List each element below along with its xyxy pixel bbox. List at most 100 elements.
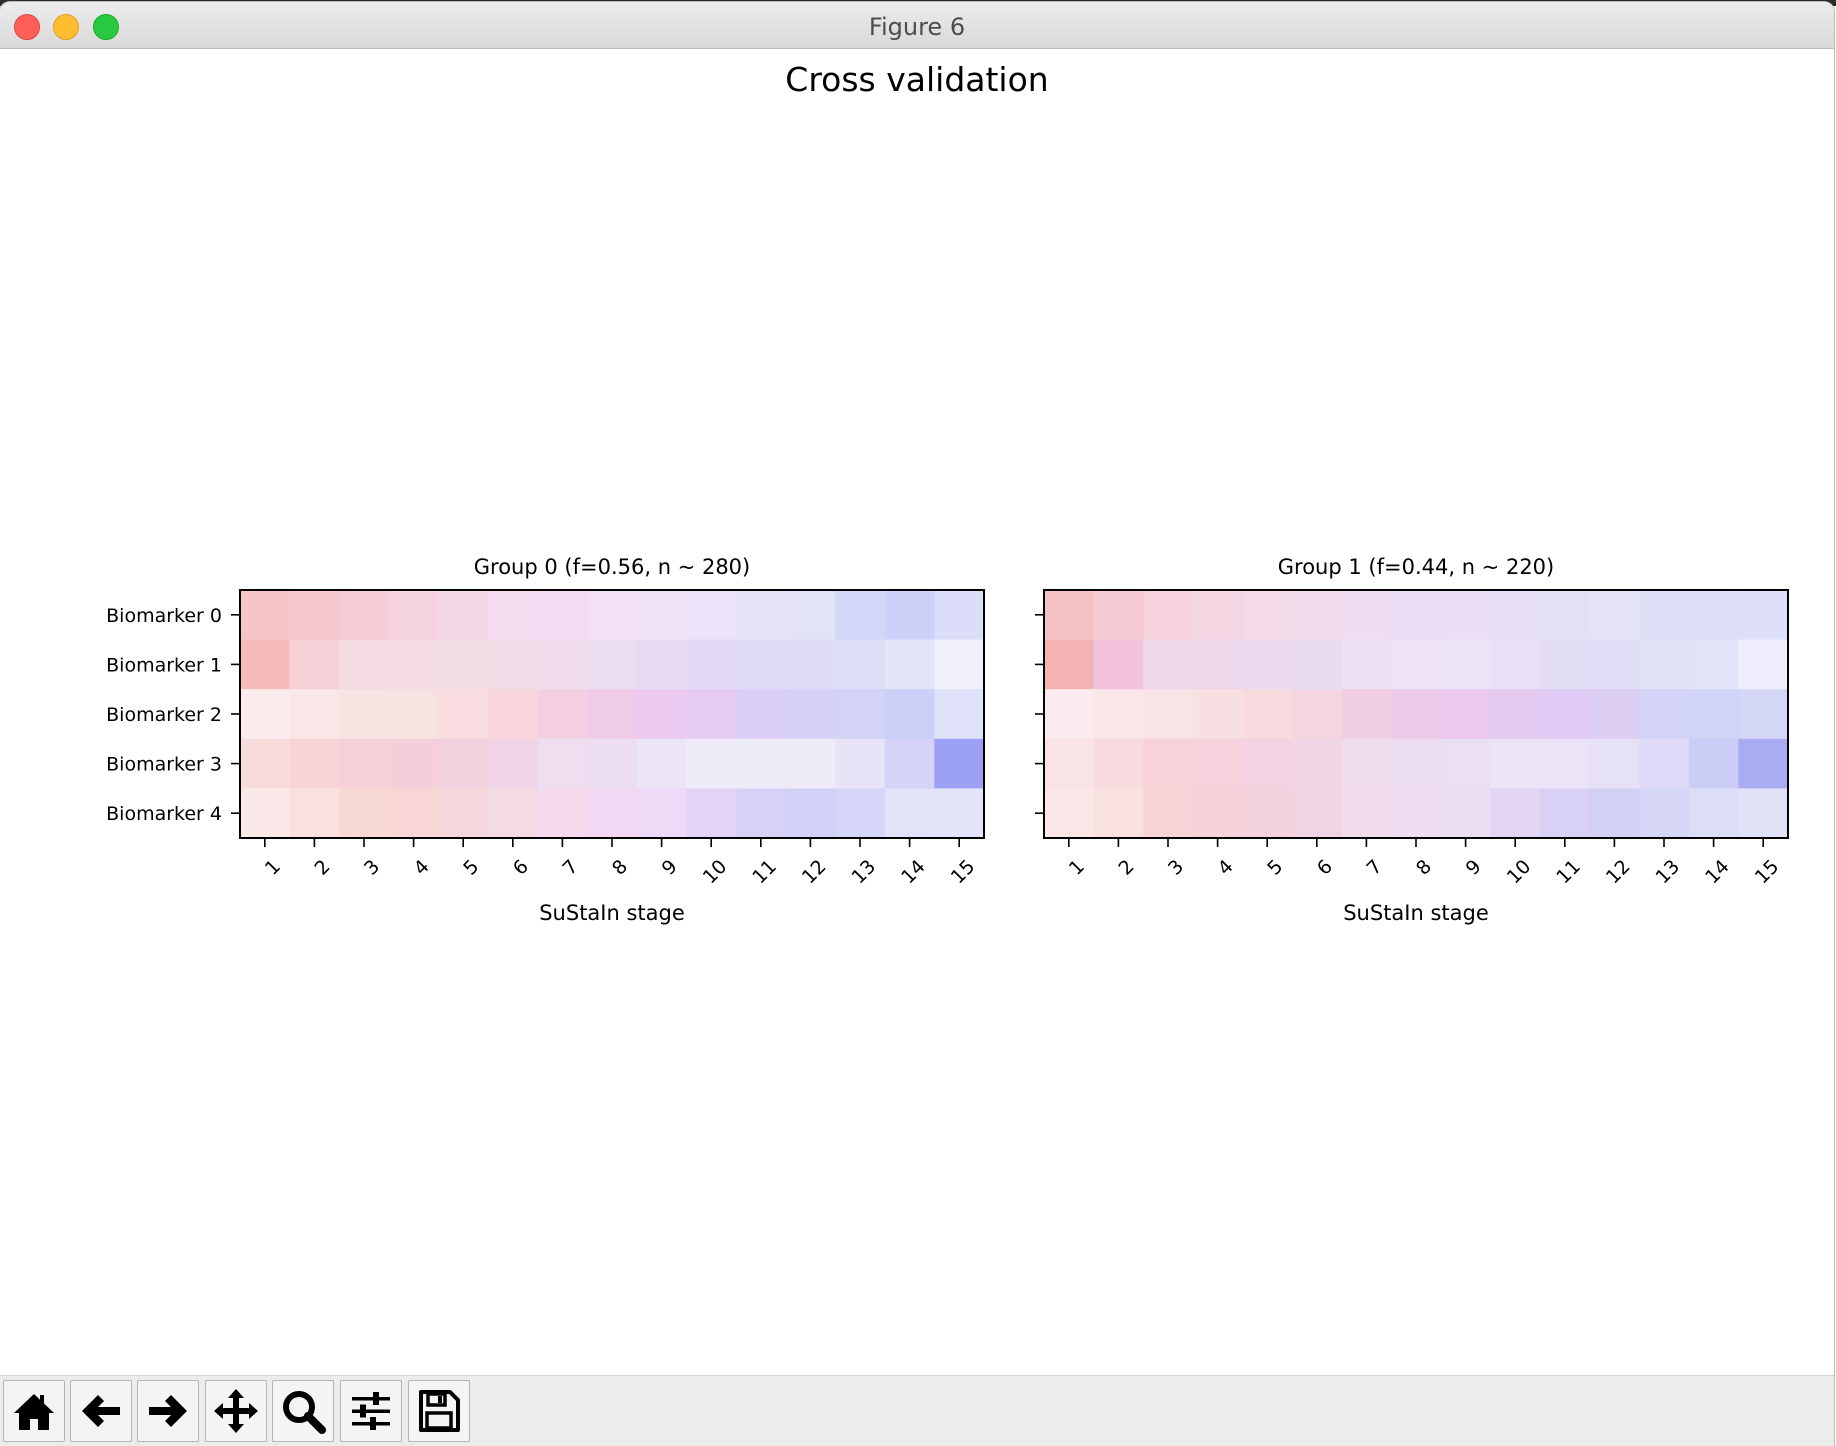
heatmap-cell	[1589, 639, 1640, 690]
heatmap-cell	[1738, 738, 1789, 789]
title-bar[interactable]: Figure 6	[0, 2, 1834, 49]
heatmap-cell	[537, 689, 588, 740]
heatmap-cell	[1044, 590, 1095, 641]
heatmap-cell	[339, 590, 390, 641]
heatmap-cell	[636, 639, 687, 690]
x-tick-label: 7	[1362, 856, 1386, 880]
heatmap-cell	[884, 738, 935, 789]
heatmap-cell	[1540, 689, 1591, 740]
heatmap-cell	[1192, 590, 1243, 641]
heatmap-cell	[1540, 738, 1591, 789]
x-tick-label: 4	[410, 856, 434, 880]
heatmap-cell	[1292, 738, 1343, 789]
home-button[interactable]	[3, 1380, 65, 1442]
back-button[interactable]	[70, 1380, 132, 1442]
x-tick-label: 9	[1462, 856, 1486, 880]
heatmap-cell	[537, 639, 588, 690]
heatmap-cell	[884, 788, 935, 839]
heatmap-cell	[240, 639, 291, 690]
heatmap-cell	[1639, 639, 1690, 690]
heatmap-cell	[1490, 788, 1541, 839]
heatmap-cell	[934, 689, 985, 740]
heatmap-cell	[587, 590, 638, 641]
heatmap-cell	[736, 738, 787, 789]
heatmap-cell	[339, 788, 390, 839]
pan-button[interactable]	[205, 1380, 267, 1442]
heatmap-cell	[686, 639, 737, 690]
heatmap-cell	[438, 738, 489, 789]
heatmap-cell	[686, 738, 737, 789]
heatmap-panel-0: Group 0 (f=0.56, n ~ 280) Biomarker 0 Biom…	[106, 555, 985, 925]
window-title: Figure 6	[868, 13, 966, 41]
heatmap-cell	[388, 590, 439, 641]
heatmap-cell	[1044, 689, 1095, 740]
heatmap-cell	[587, 788, 638, 839]
heatmap-cell	[736, 590, 787, 641]
minimize-window-button[interactable]	[53, 14, 79, 40]
save-button[interactable]	[408, 1380, 470, 1442]
heatmap-cell	[736, 689, 787, 740]
heatmap-cell	[1192, 639, 1243, 690]
x-tick-label: 7	[558, 856, 582, 880]
heatmap-cell	[1688, 590, 1739, 641]
heatmap-cell	[934, 590, 985, 641]
heatmap-cell	[537, 738, 588, 789]
heatmap-cell	[438, 639, 489, 690]
heatmap-cell	[1440, 689, 1491, 740]
subplots: Group 0 (f=0.56, n ~ 280) Biomarker 0 Biom…	[106, 555, 1789, 925]
heatmap-cell	[1143, 639, 1194, 690]
x-tick-label: 2	[310, 856, 334, 880]
x-tick-label: 1	[261, 856, 285, 880]
heatmap-cell	[289, 689, 340, 740]
x-tick-label: 10	[1503, 856, 1536, 889]
x-tick-label: 6	[1313, 856, 1337, 880]
heatmap-cell	[1589, 788, 1640, 839]
heatmap-cell	[636, 590, 687, 641]
heatmap-cell	[1391, 738, 1442, 789]
heatmap-cell	[289, 738, 340, 789]
x-tick-label: 15	[947, 856, 980, 889]
forward-button[interactable]	[137, 1380, 199, 1442]
figure-svg: Cross validation Group 0 (f=0.56, n ~ 28…	[106, 60, 1789, 925]
x-tick-label: 5	[459, 856, 483, 880]
home-icon	[14, 1394, 54, 1430]
maximize-window-button[interactable]	[93, 14, 119, 40]
figure-canvas[interactable]: Cross validation Group 0 (f=0.56, n ~ 28…	[0, 49, 1834, 1375]
zoom-button[interactable]	[272, 1380, 334, 1442]
heatmap-panel-1: Group 1 (f=0.44, n ~ 220)1 2 3 4 5 6 7 8 9 10 11 12…	[1035, 555, 1789, 925]
heatmap-cell	[388, 788, 439, 839]
x-tick-label: 11	[1552, 856, 1585, 889]
heatmap-cell	[1738, 639, 1789, 690]
x-tick-label: 14	[1701, 856, 1734, 889]
heatmap-cell	[1192, 738, 1243, 789]
x-tick-label: 12	[1602, 856, 1635, 889]
heatmap-cell	[339, 738, 390, 789]
heatmap-cell	[1688, 689, 1739, 740]
configure-subplots-button[interactable]	[340, 1380, 402, 1442]
heatmap-cell	[289, 639, 340, 690]
x-tick-label: 13	[847, 856, 880, 889]
heatmap-cell	[1440, 738, 1491, 789]
x-tick-label: 14	[897, 856, 930, 889]
heatmap-cell	[1738, 590, 1789, 641]
y-tick-label: Biomarker 2	[106, 704, 222, 726]
heatmap-cell	[736, 639, 787, 690]
heatmap-cell	[1341, 738, 1392, 789]
heatmap-cell	[1490, 639, 1541, 690]
close-window-button[interactable]	[14, 14, 40, 40]
heatmap-cell	[1242, 738, 1293, 789]
heatmap-cell	[884, 590, 935, 641]
y-tick-label: Biomarker 3	[106, 754, 222, 776]
heatmap-cell	[1242, 788, 1293, 839]
heatmap-cell	[438, 788, 489, 839]
x-tick-label: 1	[1065, 856, 1089, 880]
heatmap-cell	[1391, 689, 1442, 740]
heatmap-cell	[1540, 639, 1591, 690]
heatmap-cell	[1242, 639, 1293, 690]
heatmap-cell	[1738, 788, 1789, 839]
heatmap-cell	[1093, 788, 1144, 839]
x-tick-label: 6	[509, 856, 533, 880]
heatmap-cell	[785, 689, 836, 740]
heatmap-cell	[240, 689, 291, 740]
heatmap-cell	[1143, 590, 1194, 641]
